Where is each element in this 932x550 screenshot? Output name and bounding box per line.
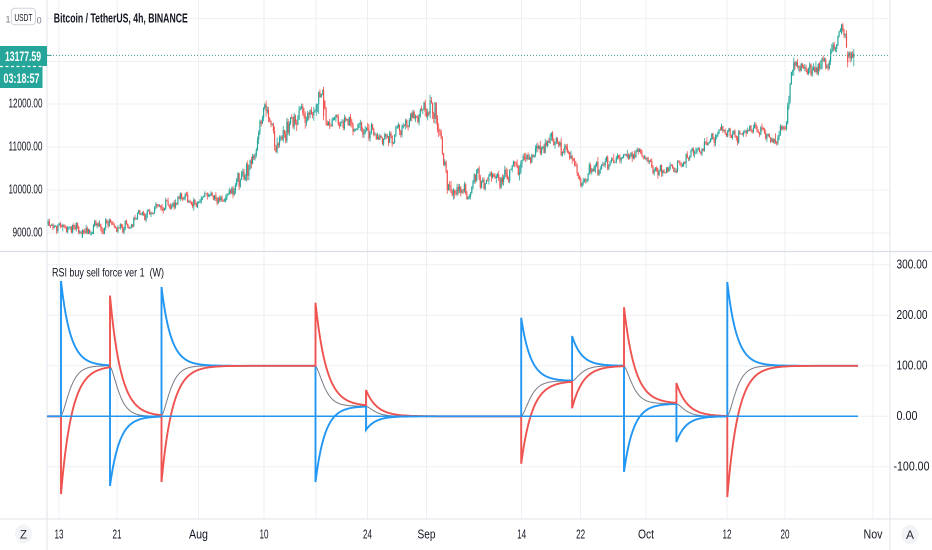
svg-text:0.00: 0.00	[897, 409, 918, 423]
svg-text:12: 12	[723, 528, 732, 542]
svg-text:-100.00: -100.00	[894, 459, 930, 473]
svg-text:Oct: Oct	[638, 528, 654, 542]
svg-text:10: 10	[260, 528, 269, 542]
svg-text:Nov: Nov	[864, 528, 884, 542]
svg-text:13177.59: 13177.59	[5, 49, 41, 64]
svg-text:100.00: 100.00	[897, 358, 928, 372]
svg-text:Sep: Sep	[418, 528, 436, 542]
svg-text:13: 13	[55, 528, 64, 542]
svg-text:A: A	[906, 528, 914, 542]
svg-text:03:18:57: 03:18:57	[4, 71, 40, 86]
svg-text:Z: Z	[20, 528, 27, 542]
svg-text:21: 21	[113, 528, 122, 542]
svg-text:USDT: USDT	[14, 12, 32, 24]
svg-text:1: 1	[6, 15, 11, 25]
svg-text:Aug: Aug	[189, 528, 208, 542]
svg-text:22: 22	[576, 528, 585, 542]
svg-text:RSI buy sell force ver 1 (W): RSI buy sell force ver 1 (W)	[52, 266, 164, 280]
svg-text:11000.00: 11000.00	[9, 140, 43, 154]
svg-text:9000.00: 9000.00	[13, 226, 43, 240]
svg-text:300.00: 300.00	[897, 257, 928, 271]
svg-text:0: 0	[37, 16, 42, 26]
svg-text:10000.00: 10000.00	[9, 183, 43, 197]
svg-text:200.00: 200.00	[897, 308, 928, 322]
svg-text:20: 20	[781, 528, 790, 542]
svg-text:14: 14	[517, 528, 526, 542]
svg-text:24: 24	[363, 528, 372, 542]
svg-text:Bitcoin / TetherUS, 4h, BINANC: Bitcoin / TetherUS, 4h, BINANCE	[54, 10, 188, 25]
svg-text:12000.00: 12000.00	[9, 97, 43, 111]
